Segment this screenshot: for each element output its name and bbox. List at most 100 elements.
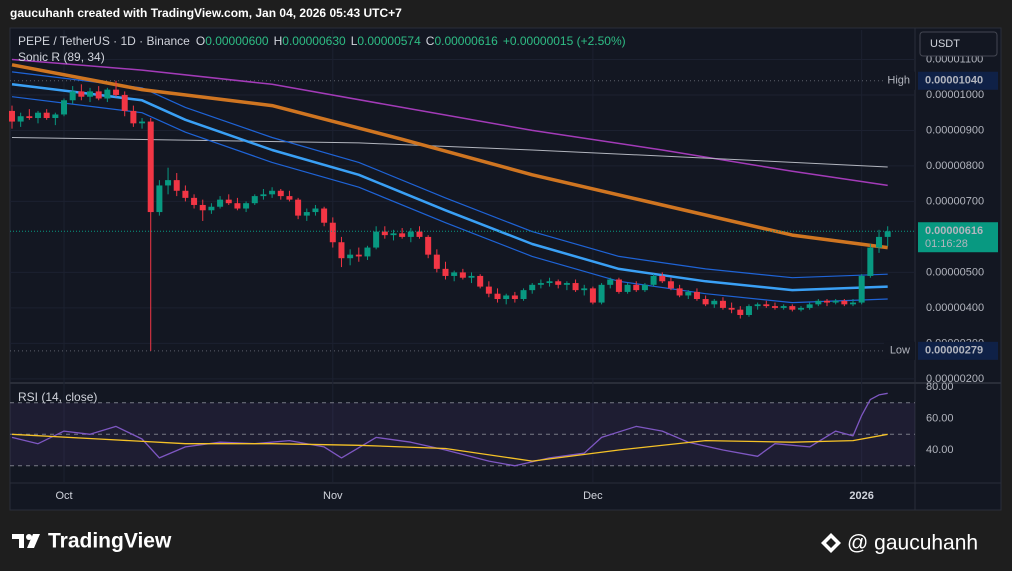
candle-body	[347, 254, 354, 259]
y-tick-label: 40.00	[926, 444, 954, 456]
candle-body	[685, 291, 692, 296]
candle-body	[277, 190, 284, 197]
ohlc-key: L	[351, 34, 358, 48]
author: @ gaucuhanh	[847, 532, 978, 555]
candle-body	[823, 300, 830, 303]
candle-body	[745, 306, 752, 315]
candle-body	[295, 199, 302, 216]
candle-body	[589, 288, 596, 303]
candle-body	[373, 231, 380, 248]
candle-body	[763, 304, 770, 307]
ohlc-key: C	[426, 34, 435, 48]
ohlc-value: 0.00000574	[357, 34, 421, 48]
candle-body	[459, 272, 466, 278]
candle-body	[876, 236, 883, 248]
plot: 0.000011000.000010000.000009000.00000800…	[8, 30, 998, 502]
candle-body	[806, 304, 813, 308]
candle-body	[494, 293, 501, 300]
candle-body	[442, 268, 449, 276]
high-tag	[884, 71, 915, 90]
candle-body	[17, 116, 24, 122]
candle-body	[511, 295, 518, 300]
candle-body	[312, 208, 319, 213]
x-tick-label: Nov	[323, 490, 343, 502]
y-tick-label: 0.00000400	[926, 302, 984, 314]
candle-body	[321, 208, 328, 223]
ma-line	[11, 63, 888, 250]
candle-body	[633, 284, 640, 291]
candle-body	[850, 302, 857, 305]
last-price-box	[918, 222, 998, 253]
candle-body	[260, 194, 267, 197]
candle-body	[139, 121, 146, 124]
legend: PEPE / TetherUS · 1D · Binance O0.0000060…	[18, 34, 626, 48]
y-tick-label: 0.00000200	[926, 373, 984, 385]
candle-body	[477, 275, 484, 287]
candle-body	[390, 233, 397, 236]
candle-body	[789, 306, 796, 310]
candle-body	[555, 281, 562, 285]
candle-body	[858, 275, 865, 303]
candle-body	[165, 180, 172, 186]
ohlc-value: 0.00000616	[434, 34, 498, 48]
candle-body	[607, 279, 614, 285]
ohlc-value: 0.00000630	[282, 34, 346, 48]
candle-body	[364, 247, 371, 257]
logo-t	[12, 534, 24, 548]
candle-body	[780, 306, 787, 308]
candle-body	[208, 206, 215, 211]
candle-body	[468, 275, 475, 278]
candle-body	[659, 275, 666, 282]
y-tick-label: 0.00000900	[926, 124, 984, 136]
candle-body	[95, 91, 102, 99]
candle-body	[832, 300, 839, 303]
candle-body	[87, 91, 94, 97]
y-tick-label: 0.00001000	[926, 89, 984, 101]
rsi-line	[11, 392, 888, 467]
ma-line	[11, 83, 888, 292]
currency-button[interactable]	[919, 31, 998, 57]
candle-body	[191, 197, 198, 205]
candle-body	[416, 231, 423, 237]
candle-body	[69, 91, 76, 101]
candle-body	[884, 231, 891, 237]
candle-body	[641, 284, 648, 291]
candle-body	[754, 304, 761, 307]
candle-body	[815, 300, 822, 305]
candle-body	[867, 247, 874, 276]
change: +0.00000015 (+2.50%)	[503, 34, 626, 48]
candle-body	[338, 242, 345, 259]
rsi-line	[11, 433, 888, 462]
candle-body	[676, 288, 683, 296]
candle-body	[546, 281, 553, 284]
candle-body	[234, 203, 241, 209]
candle-body	[624, 284, 631, 292]
candle-body	[35, 112, 42, 119]
candle-body	[355, 254, 362, 257]
last-price: 0.00000616	[925, 225, 983, 237]
low-value-box	[918, 341, 998, 360]
candle-body	[8, 110, 15, 122]
author-icon	[821, 533, 841, 553]
candle-body	[130, 110, 137, 124]
candle-body	[693, 291, 700, 300]
ohlc-key: H	[274, 34, 283, 48]
candle-body	[598, 284, 605, 303]
candle-body	[407, 231, 414, 237]
candle-body	[485, 286, 492, 294]
candle-body	[286, 196, 293, 200]
candle-body	[841, 300, 848, 305]
candle-body	[615, 279, 622, 292]
low-tag	[884, 341, 915, 360]
candle-body	[251, 196, 258, 204]
indicator-label: Sonic R (89, 34)	[18, 50, 105, 64]
candle-body	[269, 190, 276, 195]
candle-body	[650, 275, 657, 285]
candle-body	[243, 203, 250, 209]
candle-body	[503, 295, 510, 300]
currency[interactable]: USDT	[930, 38, 960, 50]
candle-body	[113, 89, 120, 95]
candle-body	[563, 283, 570, 285]
high-label: High	[887, 75, 910, 87]
